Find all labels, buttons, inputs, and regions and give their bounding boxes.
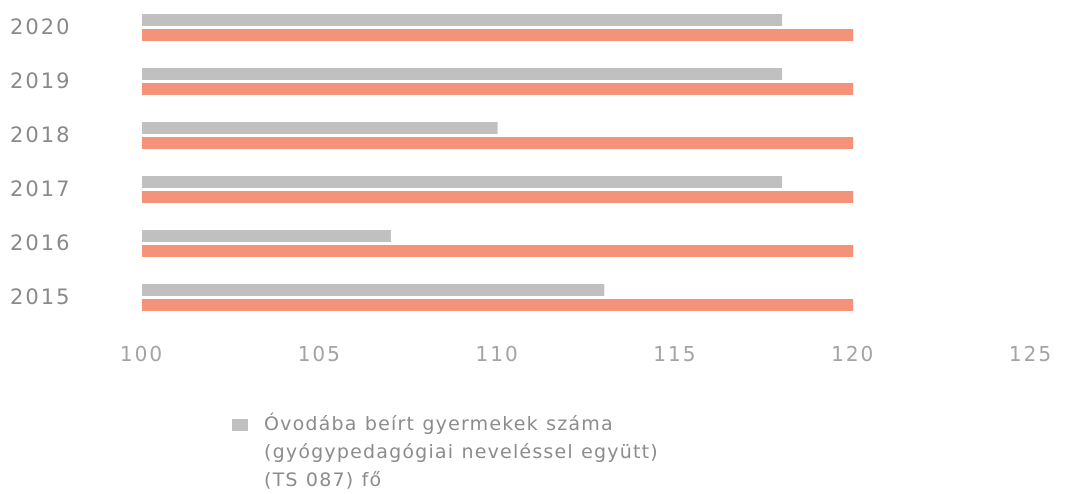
legend-swatch-gray xyxy=(232,419,248,431)
x-axis-tick-labels: 100 105 110 115 120 125 xyxy=(120,342,1053,366)
bar-orange-2016 xyxy=(142,245,854,257)
x-tick-label-120: 120 xyxy=(831,342,875,366)
bar-orange-2019 xyxy=(142,83,854,95)
y-tick-label-2016: 2016 xyxy=(10,231,71,255)
x-tick-label-110: 110 xyxy=(476,342,520,366)
x-tick-label-125: 125 xyxy=(1009,342,1053,366)
y-tick-label-2017: 2017 xyxy=(10,177,71,201)
x-tick-label-115: 115 xyxy=(653,342,697,366)
y-tick-label-2020: 2020 xyxy=(10,15,71,39)
y-tick-label-2018: 2018 xyxy=(10,123,71,147)
bar-gray-2016 xyxy=(142,230,391,242)
legend-label: Óvodába beírt gyermekek száma (gyógypeda… xyxy=(264,410,659,494)
bar-orange-2015 xyxy=(142,299,854,311)
bar-gray-2015 xyxy=(142,284,605,296)
x-tick-label-100: 100 xyxy=(120,342,164,366)
legend-label-line-3: (TS 087) fő xyxy=(264,469,383,491)
bar-gray-2020 xyxy=(142,14,783,26)
legend-label-line-2: (gyógypedagógiai neveléssel együtt) xyxy=(264,441,659,463)
bar-gray-2017 xyxy=(142,176,783,188)
bar-gray-2019 xyxy=(142,68,783,80)
bar-orange-2020 xyxy=(142,29,854,41)
bar-marks xyxy=(142,14,854,311)
x-tick-label-105: 105 xyxy=(298,342,342,366)
bar-gray-2018 xyxy=(142,122,498,134)
bar-orange-2017 xyxy=(142,191,854,203)
y-axis-tick-labels: 2020 2019 2018 2017 2016 2015 xyxy=(10,15,71,309)
legend-label-line-1: Óvodába beírt gyermekek száma xyxy=(264,413,614,435)
bar-chart: 2020 2019 2018 2017 2016 2015 100 105 110 115 120… xyxy=(10,14,1053,366)
bar-orange-2018 xyxy=(142,137,854,149)
y-tick-label-2019: 2019 xyxy=(10,69,71,93)
y-tick-label-2015: 2015 xyxy=(10,285,71,309)
